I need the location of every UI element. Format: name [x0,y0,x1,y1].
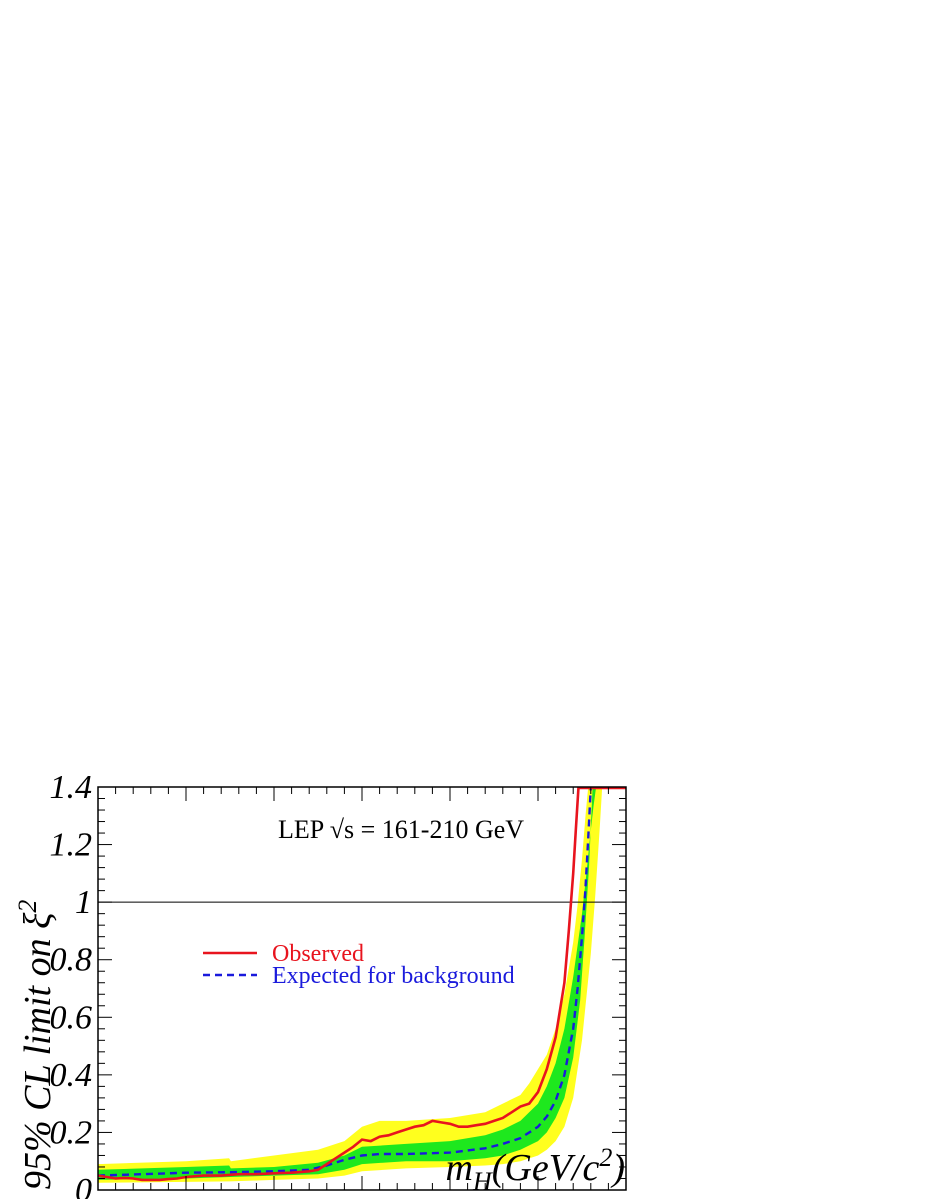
y-tick-label: 0.2 [50,1114,93,1151]
y-tick-label: 0 [75,1172,92,1199]
band-95-percent [98,787,603,1183]
curves-layer [98,787,626,1182]
legend: Observed Expected for background [203,941,515,989]
y-tick-label: 0.4 [50,1057,93,1094]
expected-line [98,787,592,1177]
x-title-sub: H [472,1167,493,1196]
y-tick-label: 1.4 [50,769,93,806]
x-title-close: ) [610,1147,625,1189]
legend-expected-label: Expected for background [272,963,515,989]
y-tick-label: 0.6 [50,999,93,1036]
observed-line [98,787,580,1182]
y-tick-label: 0.8 [50,942,93,979]
y-title-sup: 2 [13,900,42,913]
bands-layer [98,787,603,1183]
ticks-layer [97,786,627,1191]
x-tick-label: 100 [425,1193,476,1199]
x-title-sup: 2 [599,1143,612,1172]
x-tick-label: 110 [514,1193,562,1199]
y-tick-label: 1 [75,884,92,921]
energy-annotation: LEP √s = 161-210 GeV [278,815,524,844]
x-tick-label: 80 [257,1193,291,1199]
x-tick-label: 70 [169,1193,203,1199]
x-tick-label: 90 [345,1193,379,1199]
y-tick-label: 1.2 [50,827,93,864]
y-axis-title: 95% CL limit on ξ2 [13,900,59,1190]
x-title-main: m [446,1147,473,1189]
x-axis-title: mH(GeV/c2) [446,1143,626,1196]
y-title-main: 95% CL limit on ξ [17,912,59,1190]
x-tick-label: 120 [601,1193,652,1199]
x-title-unit: (GeV/c [492,1147,600,1189]
legend-observed-label: Observed [272,941,364,967]
